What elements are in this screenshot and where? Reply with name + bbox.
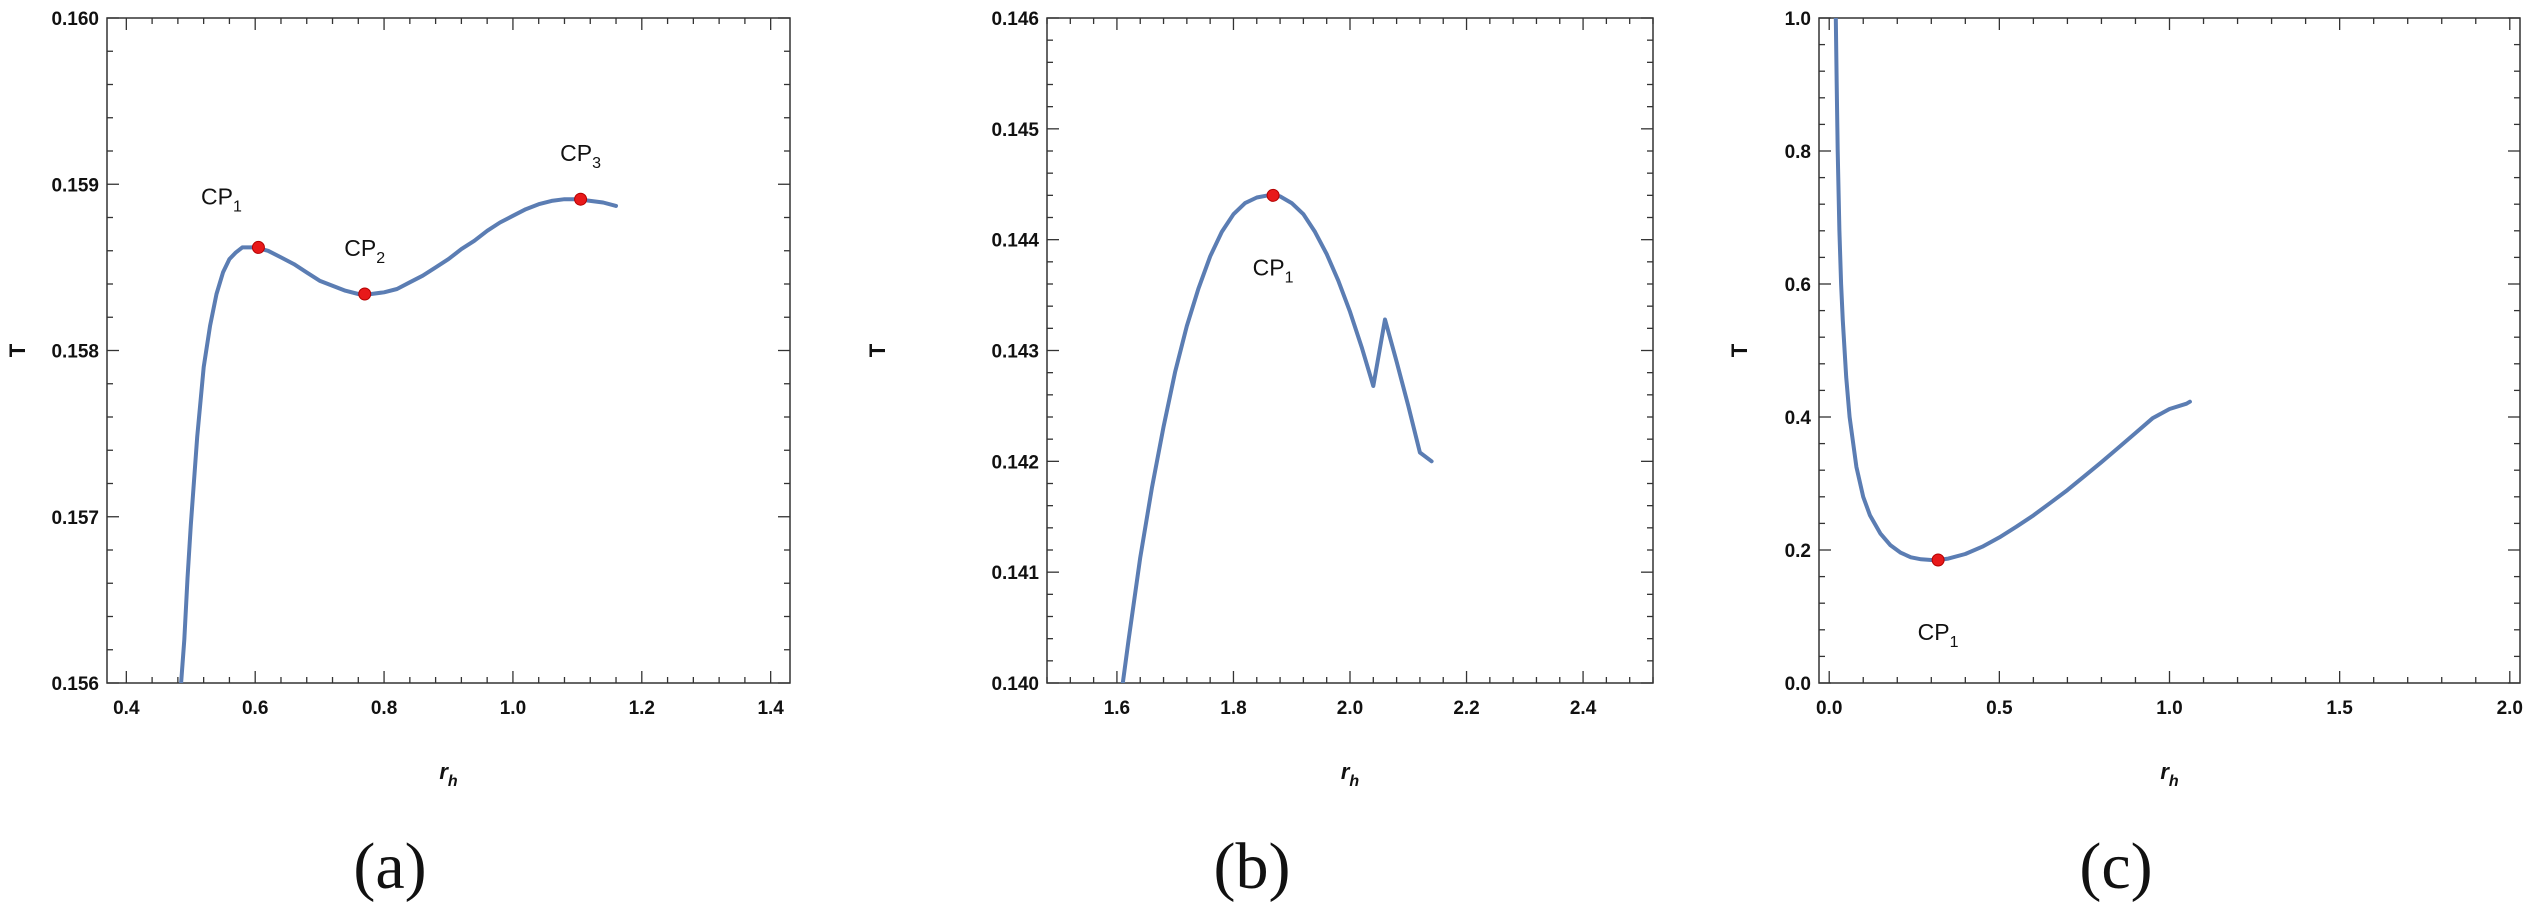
- x-tick-label: 0.8: [371, 698, 397, 719]
- plot-frame: [106, 17, 791, 684]
- critical-point-marker: [251, 240, 265, 254]
- y-tick-label: 1.0: [1785, 9, 1811, 30]
- x-tick-label: 2.0: [2497, 698, 2523, 719]
- y-tick-label: 0.4: [1785, 408, 1812, 429]
- y-tick-label: 0.141: [991, 563, 1039, 584]
- y-tick-label: 0.156: [51, 674, 99, 695]
- y-tick-label: 0.143: [991, 342, 1039, 363]
- y-tick-label: 0.158: [51, 342, 99, 363]
- y-tick-label: 0.146: [991, 9, 1039, 30]
- x-axis-label-sub: h: [1349, 773, 1359, 790]
- y-tick-label: 0.145: [991, 120, 1039, 141]
- panel-label: (b): [1214, 830, 1291, 903]
- series-line: [1833, 18, 2192, 562]
- panel-c: 0.0 0.5 1.0 1.5 2.0 0.0 0.2 0.4 0.6 0.8 1.0 rh T CP1 (…: [1727, 9, 2523, 903]
- x-tick-label: 0.5: [1986, 698, 2013, 719]
- x-tick-label: 2.4: [1570, 698, 1597, 719]
- y-tick-label: 0.2: [1785, 541, 1811, 562]
- x-tick-label: 0.6: [242, 698, 268, 719]
- y-tick-label: 0.6: [1785, 275, 1811, 296]
- critical-point-marker: [1931, 553, 1945, 567]
- x-tick-label: 1.0: [2156, 698, 2182, 719]
- critical-point-marker: [574, 192, 588, 206]
- x-tick-label: 1.4: [757, 698, 784, 719]
- panel-a: 0.4 0.6 0.8 1.0 1.2 1.4 0.156 0.157 0.158 0.159 0.…: [5, 9, 791, 903]
- x-tick-label: 1.5: [2326, 698, 2353, 719]
- x-axis-label-main: r: [439, 759, 449, 784]
- x-tick-label: 2.2: [1453, 698, 1479, 719]
- y-tick-label: 0.0: [1785, 674, 1811, 695]
- panel-label: (a): [353, 830, 426, 903]
- x-axis-label-sub: h: [2169, 773, 2179, 790]
- x-axis-label-sub: h: [448, 773, 458, 790]
- critical-point-label: CP3: [560, 140, 601, 172]
- y-axis-label: T: [865, 343, 890, 357]
- y-tick-label: 0.159: [51, 175, 99, 196]
- critical-point-marker: [1266, 188, 1280, 202]
- critical-point-label: CP1: [1918, 619, 1959, 651]
- x-tick-label: 1.0: [500, 698, 526, 719]
- critical-point-label: CP1: [201, 183, 242, 215]
- y-tick-label: 0.157: [51, 508, 99, 529]
- x-axis-label: rh: [439, 759, 458, 790]
- panel-b: 1.6 1.8 2.0 2.2 2.4 0.140 0.141 0.142 0.143 0.144…: [865, 9, 1654, 903]
- x-axis-label-main: r: [1341, 759, 1351, 784]
- series-line: [179, 197, 618, 683]
- y-tick-label: 0.160: [51, 9, 99, 30]
- y-axis-label: T: [5, 343, 30, 357]
- x-tick-label: 1.8: [1220, 698, 1246, 719]
- x-axis-label: rh: [1341, 759, 1360, 790]
- x-axis-label-main: r: [2160, 759, 2170, 784]
- critical-point-label: CP1: [1253, 254, 1294, 286]
- critical-point-label: CP2: [344, 235, 385, 267]
- panel-label: (c): [2079, 830, 2152, 903]
- y-tick-label: 0.8: [1785, 142, 1811, 163]
- x-tick-label: 0.4: [113, 698, 140, 719]
- x-tick-label: 1.2: [629, 698, 655, 719]
- y-tick-label: 0.142: [991, 452, 1039, 473]
- x-tick-label: 0.0: [1816, 698, 1842, 719]
- y-axis-label: T: [1727, 343, 1752, 357]
- x-tick-label: 2.0: [1337, 698, 1363, 719]
- critical-point-marker: [358, 287, 372, 301]
- x-tick-label: 1.6: [1104, 698, 1130, 719]
- y-tick-label: 0.144: [991, 231, 1039, 252]
- y-tick-label: 0.140: [991, 674, 1039, 695]
- plot-frame: [1818, 17, 2521, 684]
- x-axis-label: rh: [2160, 759, 2179, 790]
